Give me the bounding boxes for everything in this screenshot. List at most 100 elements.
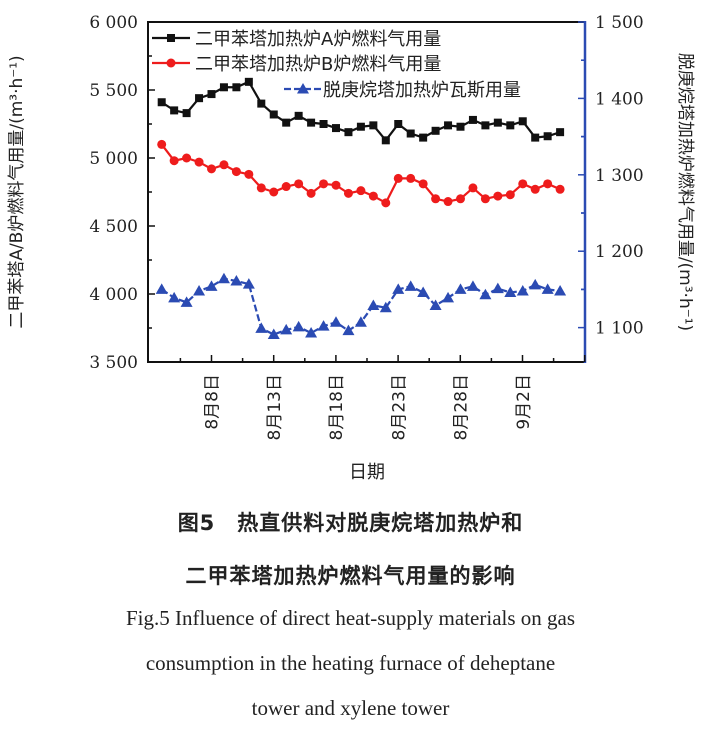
data-point-3: [466, 280, 479, 291]
caption-en-line1: Fig.5 Influence of direct heat-supply ma…: [125, 606, 576, 630]
data-point-2: [219, 160, 229, 170]
data-point-2: [169, 156, 179, 166]
caption-cn-line1: 图5 热直供料对脱庚烷塔加热炉和: [177, 511, 524, 535]
caption-en-line2: consumption in the heating furnace of de…: [145, 651, 556, 675]
caption-cn-line2: 二甲苯塔加热炉燃料气用量的影响: [185, 564, 516, 588]
data-point-1: [543, 132, 552, 141]
right-tick-label: 1 400: [595, 89, 644, 109]
legend-label: 脱庚烷塔加热炉瓦斯用量: [323, 80, 521, 101]
data-point-2: [431, 194, 441, 204]
data-point-2: [294, 179, 304, 189]
legend-marker: [297, 83, 309, 94]
data-point-2: [530, 184, 540, 194]
data-point-3: [454, 283, 467, 294]
legend-marker: [166, 58, 176, 68]
data-point-2: [207, 164, 216, 174]
data-point-1: [456, 122, 465, 131]
data-point-3: [280, 323, 293, 335]
data-point-1: [157, 98, 166, 107]
data-point-3: [504, 286, 517, 297]
data-point-1: [444, 121, 453, 130]
data-point-1: [307, 118, 316, 127]
data-point-3: [342, 324, 355, 336]
dual-axis-line-chart: 3 500 4 000 4 500 5 000 5 500 6 000 1 100 1 200…: [7, 13, 695, 483]
data-point-2: [194, 157, 204, 167]
data-point-2: [381, 198, 391, 208]
x-tick-label: 8月28日: [452, 374, 472, 440]
data-point-3: [242, 278, 255, 289]
data-point-2: [331, 180, 341, 190]
data-point-1: [431, 126, 440, 135]
x-axis-label: 日期: [349, 462, 385, 483]
data-point-2: [518, 179, 528, 189]
data-point-2: [493, 191, 503, 201]
data-point-1: [518, 117, 527, 126]
data-point-2: [368, 191, 378, 201]
data-point-3: [168, 291, 181, 303]
data-point-2: [244, 169, 254, 179]
data-point-3: [554, 284, 567, 296]
data-point-1: [319, 120, 328, 128]
right-tick-label: 1 300: [595, 166, 644, 186]
data-point-1: [419, 133, 428, 142]
right-tick-label: 1 200: [595, 242, 644, 262]
data-point-2: [468, 183, 478, 193]
data-point-1: [468, 115, 477, 124]
data-point-1: [344, 128, 353, 137]
data-point-2: [543, 179, 553, 189]
data-point-1: [394, 120, 403, 128]
x-tick-label: 8月23日: [389, 374, 409, 440]
data-point-2: [555, 184, 565, 194]
data-point-2: [256, 183, 266, 193]
data-point-2: [306, 188, 316, 198]
data-point-3: [155, 283, 168, 294]
data-point-3: [404, 280, 417, 291]
data-point-1: [481, 121, 490, 130]
data-point-3: [392, 283, 405, 294]
data-point-1: [269, 110, 278, 119]
data-point-1: [232, 83, 241, 92]
data-point-3: [491, 282, 504, 294]
data-point-2: [443, 197, 453, 207]
right-tick-label: 1 100: [595, 319, 644, 339]
right-axis-label: 脱庚烷塔加热炉燃料气用量/(m³·h⁻¹): [675, 53, 695, 331]
data-point-3: [255, 322, 268, 333]
data-point-2: [343, 188, 353, 198]
data-point-2: [505, 190, 515, 200]
data-point-1: [195, 94, 204, 103]
left-axis-label: 二甲苯塔A/B炉燃料气用量/(m³·h⁻¹): [7, 55, 27, 328]
data-point-2: [356, 186, 366, 196]
data-point-1: [332, 124, 340, 133]
data-point-2: [182, 153, 192, 163]
data-point-1: [170, 106, 179, 115]
x-tick-label: 8月18日: [327, 374, 347, 440]
data-point-2: [393, 173, 403, 183]
data-point-2: [418, 179, 428, 189]
x-tick-label: 8月8日: [203, 374, 223, 430]
data-point-3: [305, 326, 318, 338]
data-point-1: [356, 122, 365, 131]
data-point-2: [456, 194, 465, 204]
legend-label: 二甲苯塔加热炉B炉燃料气用量: [195, 54, 441, 75]
data-point-3: [180, 296, 193, 307]
data-point-3: [417, 286, 430, 297]
data-point-2: [281, 182, 291, 192]
data-point-3: [429, 299, 442, 310]
data-point-1: [531, 133, 540, 142]
data-point-2: [269, 187, 279, 197]
data-point-2: [157, 139, 167, 149]
data-point-1: [207, 90, 216, 99]
left-tick-label: 5 500: [89, 81, 138, 101]
data-point-2: [406, 173, 416, 183]
data-point-3: [230, 275, 243, 286]
data-point-1: [369, 121, 378, 130]
left-tick-label: 5 000: [89, 149, 138, 169]
caption-en-line3: tower and xylene tower: [251, 696, 450, 720]
data-point-3: [379, 301, 392, 313]
left-tick-label: 6 000: [89, 13, 138, 33]
data-point-1: [257, 99, 266, 108]
data-point-1: [294, 111, 303, 120]
data-point-1: [493, 118, 502, 127]
legend-marker: [167, 34, 175, 42]
